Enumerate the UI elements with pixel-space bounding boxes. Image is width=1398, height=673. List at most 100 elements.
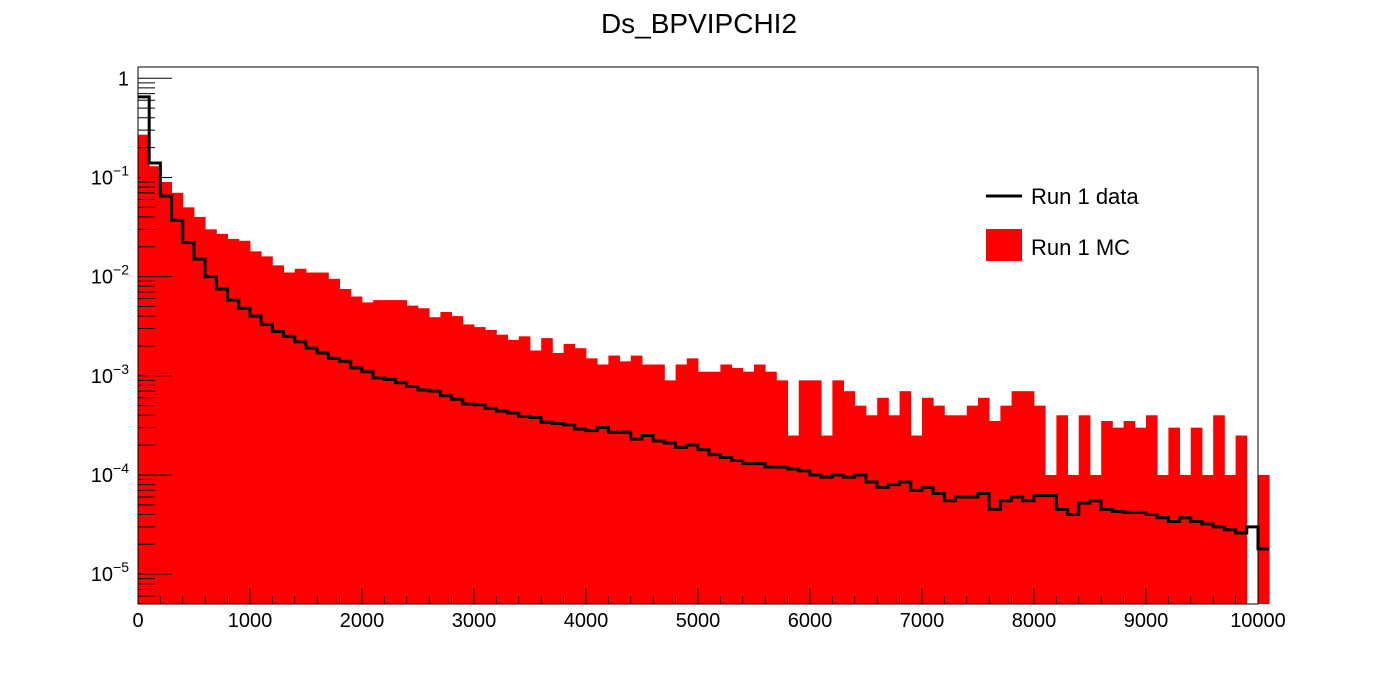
mc-bin-bar — [384, 300, 396, 604]
mc-bin-bar — [283, 272, 296, 604]
mc-bin-bar — [1202, 474, 1214, 604]
mc-bin-bar — [810, 380, 822, 604]
mc-bin-bar — [910, 435, 923, 604]
mc-bin-bar — [418, 308, 430, 604]
mc-bin-bar — [250, 251, 262, 604]
mc-bin-bar — [653, 364, 665, 604]
mc-bin-bar — [328, 278, 340, 604]
mc-bin-bar — [485, 329, 497, 604]
mc-bin-bar — [1134, 427, 1147, 604]
mc-bin-bar — [552, 352, 564, 604]
mc-bin-bar — [1078, 415, 1091, 604]
mc-bin-bar — [462, 324, 475, 604]
x-tick-label: 9000 — [1124, 610, 1169, 632]
mc-bin-bar — [216, 233, 228, 605]
legend-mc-label: Run 1 MC — [1031, 235, 1130, 260]
mc-bin-bar — [395, 300, 408, 604]
legend: Run 1 data Run 1 MC — [986, 184, 1139, 261]
mc-bin-bar — [261, 256, 273, 604]
mc-bin-bar — [1112, 427, 1124, 604]
mc-bin-bar — [1000, 405, 1012, 604]
mc-bin-bar — [1067, 474, 1080, 604]
mc-bin-bar — [1235, 435, 1248, 604]
mc-bin-bar — [642, 364, 654, 604]
mc-bin-bar — [138, 134, 150, 604]
x-tick-label: 3000 — [452, 610, 497, 632]
mc-bin-bar — [1224, 474, 1236, 604]
axis-ticks — [137, 77, 1259, 604]
mc-bin-bar — [787, 435, 800, 604]
mc-bin-bar — [317, 272, 329, 604]
mc-bin-bar — [843, 391, 856, 604]
y-tick-label: 10−3 — [91, 361, 129, 388]
mc-bin-bar — [1168, 427, 1180, 604]
mc-bin-bar — [350, 296, 363, 604]
mc-bin-bar — [306, 272, 318, 604]
mc-bin-bar — [530, 350, 542, 604]
mc-bin-bar — [194, 216, 206, 604]
chart-title: Ds_BPVIPCHI2 — [601, 8, 797, 39]
mc-bin-bar — [205, 229, 217, 604]
mc-bin-bar — [821, 435, 833, 604]
mc-bin-bar — [686, 358, 699, 604]
mc-bin-bar — [877, 397, 889, 604]
mc-bin-bar — [776, 380, 788, 604]
data-step-layer — [138, 95, 1270, 551]
mc-bin-bar — [619, 361, 632, 604]
x-tick-label: 6000 — [788, 610, 833, 632]
x-tick-label: 1000 — [228, 610, 273, 632]
mc-bin-bar — [182, 207, 195, 604]
mc-bin-bar — [227, 238, 240, 604]
x-tick-label: 4000 — [564, 610, 609, 632]
mc-bin-bar — [765, 371, 777, 604]
mc-bin-bar — [406, 305, 419, 604]
x-tick-label: 7000 — [900, 610, 945, 632]
mc-bin-bar — [978, 397, 990, 604]
y-tick-label: 1 — [118, 68, 129, 90]
mc-bin-bar — [899, 391, 912, 604]
mc-bin-bar — [798, 380, 811, 604]
mc-bin-bar — [754, 364, 766, 604]
mc-bin-bar — [1179, 474, 1192, 604]
mc-bin-bar — [541, 338, 553, 604]
mc-bin-bar — [731, 367, 744, 604]
mc-bin-bar — [496, 334, 508, 604]
mc-bin-bar — [597, 364, 609, 604]
y-axis-labels: 1 10−1 10−2 10−3 10−4 10−5 — [91, 68, 129, 586]
mc-bin-bar — [742, 371, 755, 604]
mc-bin-bar — [1190, 427, 1203, 604]
mc-bin-bar — [1022, 391, 1035, 604]
mc-bin-bar — [563, 343, 576, 604]
mc-bin-bar — [373, 300, 385, 604]
mc-bin-bar — [922, 397, 934, 604]
mc-bin-bar — [675, 364, 688, 604]
mc-bin-bar — [474, 327, 486, 604]
mc-bin-bar — [574, 348, 587, 604]
mc-bin-bar — [451, 316, 464, 604]
mc-bin-bar — [933, 405, 945, 604]
mc-bin-bar — [1213, 415, 1225, 604]
mc-bin-bar — [272, 265, 284, 604]
mc-bin-bar — [1258, 474, 1270, 604]
mc-bin-bar — [518, 336, 531, 604]
x-tick-label: 5000 — [676, 610, 721, 632]
mc-bin-bar — [630, 355, 643, 604]
mc-bin-bar — [664, 380, 676, 604]
mc-bin-bar — [440, 312, 452, 604]
x-tick-label: 10000 — [1230, 610, 1286, 632]
mc-bin-bar — [955, 415, 968, 604]
mc-bin-bar — [1146, 415, 1158, 604]
mc-bin-bar — [1157, 474, 1169, 604]
x-axis-labels: 0 1000 2000 3000 4000 5000 6000 7000 8000 9000 100… — [132, 610, 1285, 632]
x-tick-label: 0 — [132, 610, 143, 632]
mc-bin-bar — [1090, 474, 1102, 604]
mc-bin-bar — [160, 182, 172, 604]
mc-bin-bar — [720, 364, 732, 604]
legend-mc-swatch — [986, 229, 1022, 261]
legend-data-label: Run 1 data — [1031, 184, 1139, 209]
mc-bin-bar — [507, 339, 520, 604]
mc-fill-layer — [138, 134, 1270, 605]
mc-bin-bar — [586, 358, 598, 604]
mc-bin-bar — [888, 415, 900, 604]
